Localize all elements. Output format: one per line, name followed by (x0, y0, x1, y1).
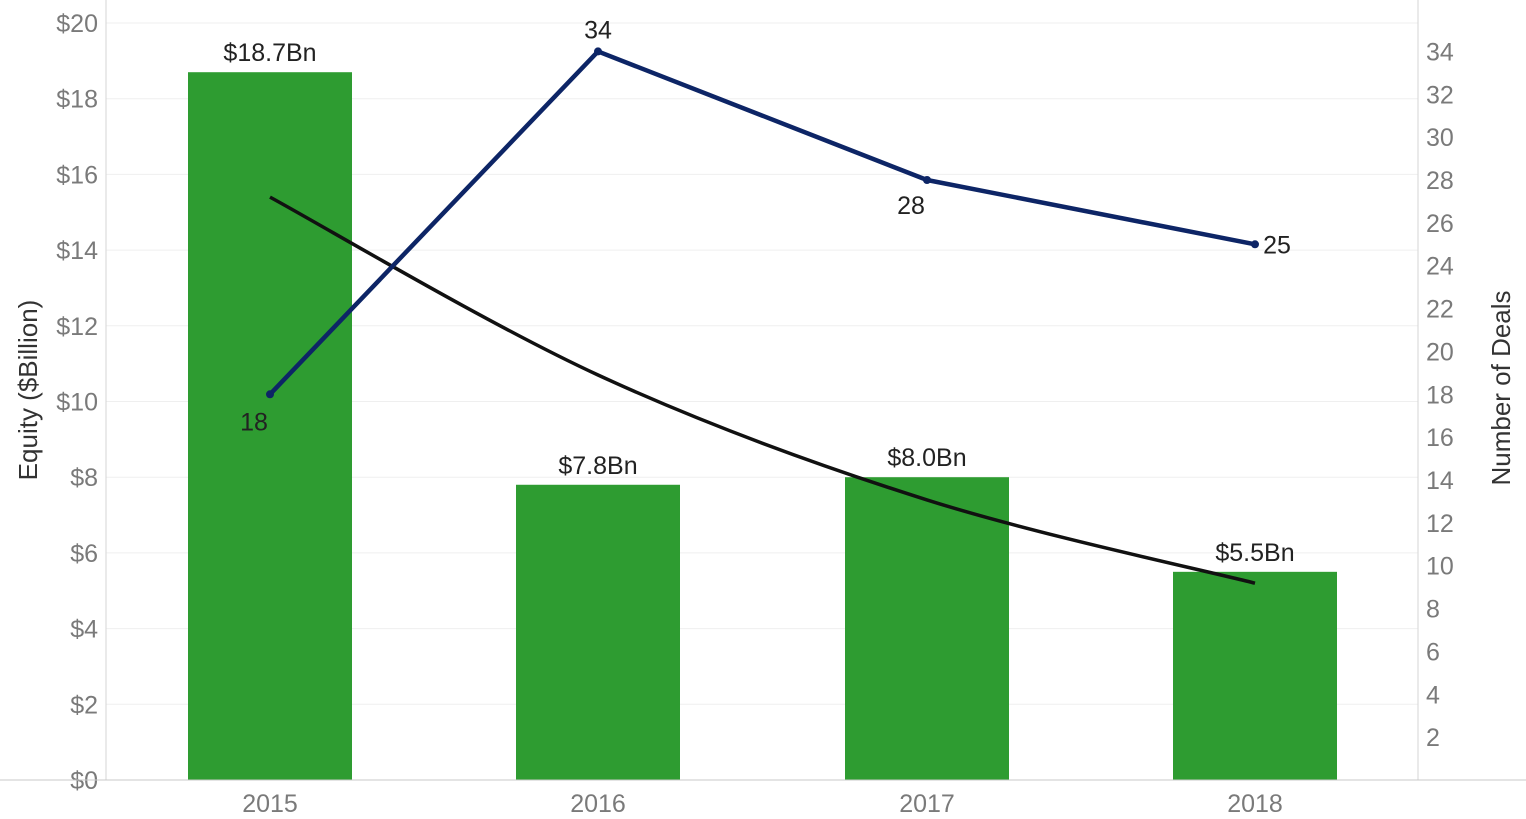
y-left-tick-label: $6 (70, 540, 98, 568)
x-tick-label: 2017 (899, 790, 955, 818)
bars (188, 72, 1337, 780)
deals-point-2016 (594, 47, 602, 56)
y-left-tick-label: $4 (70, 616, 98, 644)
y-right-tick-label: 28 (1426, 167, 1454, 195)
y-right-tick-label: 4 (1426, 681, 1440, 709)
y-right-tick-label: 26 (1426, 210, 1454, 238)
y-left-tick-label: $8 (70, 464, 98, 492)
y-right-tick-label: 12 (1426, 510, 1454, 538)
deals-point-2017 (923, 176, 931, 184)
bar-2017 (845, 477, 1009, 780)
data-labels: $18.7Bn $7.8Bn $8.0Bn $5.5Bn 18 34 28 25 (223, 16, 1294, 566)
y-right-tick-label: 18 (1426, 381, 1454, 409)
y-right-tick-label: 20 (1426, 338, 1454, 366)
bar-label-2016: $7.8Bn (558, 452, 637, 480)
deals-label-2016: 34 (584, 16, 612, 44)
deals-line (268, 49, 1256, 396)
y-right-tick-label: 16 (1426, 424, 1454, 452)
lines (266, 47, 1259, 585)
y-right-axis-title: Number of Deals (1486, 290, 1516, 485)
y-right-tick-label: 8 (1426, 596, 1440, 624)
x-tick-label: 2018 (1227, 790, 1283, 818)
y-left-tick-label: $16 (56, 161, 98, 189)
bar-label-2015: $18.7Bn (223, 39, 316, 67)
bar-2015 (188, 72, 352, 780)
y-left-tick-label: $10 (56, 389, 98, 417)
deals-label-2018: 25 (1263, 231, 1291, 259)
y-right-tick-label: 32 (1426, 81, 1454, 109)
bar-label-2018: $5.5Bn (1215, 539, 1294, 567)
y-left-tick-label: $20 (56, 10, 98, 38)
y-right-tick-label: 6 (1426, 638, 1440, 666)
deals-point-2015 (266, 390, 274, 399)
y-right-tick-label: 22 (1426, 296, 1454, 324)
y-left-tick-label: $18 (56, 86, 98, 114)
y-right-tick-label: 34 (1426, 38, 1454, 66)
x-tick-label: 2016 (570, 790, 626, 818)
x-tick-label: 2015 (242, 790, 298, 818)
y-left-axis-title: Equity ($Billion) (13, 300, 43, 481)
y-left-tick-label: $14 (56, 237, 98, 265)
trend-line (269, 195, 1256, 585)
deals-point-2018 (1251, 240, 1259, 249)
y-right-tick-label: 10 (1426, 553, 1454, 581)
deals-label-2015: 18 (240, 408, 268, 436)
y-right-tick-label: 2 (1426, 724, 1440, 752)
y-left-tick-label: $12 (56, 313, 98, 341)
y-right-tick-label: 24 (1426, 253, 1454, 281)
y-right-tick-label: 14 (1426, 467, 1454, 495)
y-left-tick-label: $2 (70, 691, 98, 719)
deals-label-2017: 28 (897, 192, 925, 220)
y-right-tick-label: 30 (1426, 124, 1454, 152)
y-left-tick-label: $0 (70, 767, 98, 795)
bar-2018 (1173, 571, 1337, 780)
bar-label-2017: $8.0Bn (887, 444, 966, 472)
bar-2016 (516, 484, 680, 780)
